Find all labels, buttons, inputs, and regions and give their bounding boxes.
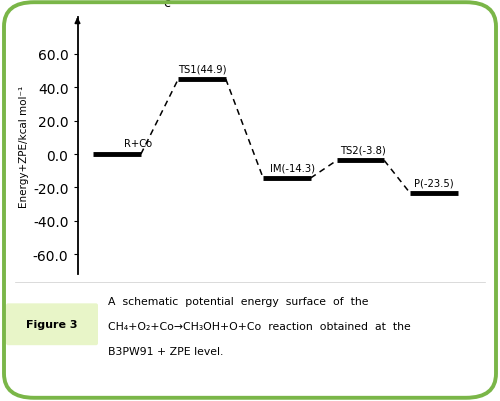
Text: TS2(-3.8): TS2(-3.8) — [340, 145, 386, 155]
Text: B3PW91 + ZPE level.: B3PW91 + ZPE level. — [108, 346, 224, 356]
Text: R+Co: R+Co — [124, 139, 152, 149]
FancyBboxPatch shape — [6, 304, 98, 345]
Text: Figure 3: Figure 3 — [26, 320, 78, 330]
Y-axis label: Energy+ZPE/kcal mol⁻¹: Energy+ZPE/kcal mol⁻¹ — [18, 85, 28, 207]
Text: c: c — [164, 0, 170, 10]
Text: A  schematic  potential  energy  surface  of  the: A schematic potential energy surface of … — [108, 297, 368, 307]
Text: IM(-14.3): IM(-14.3) — [270, 163, 315, 173]
Text: TS1(44.9): TS1(44.9) — [178, 64, 226, 74]
Text: CH₄+O₂+Co→CH₃OH+O+Co  reaction  obtained  at  the: CH₄+O₂+Co→CH₃OH+O+Co reaction obtained a… — [108, 322, 411, 332]
Text: P(-23.5): P(-23.5) — [414, 178, 454, 188]
